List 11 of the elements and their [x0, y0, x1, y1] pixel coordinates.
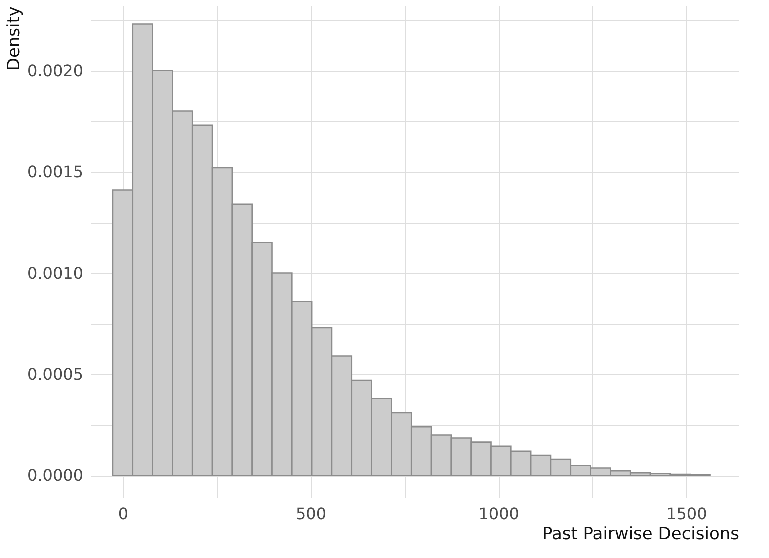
- y-tick-label: 0.0005: [28, 364, 84, 384]
- y-tick-label: 0.0000: [28, 466, 84, 486]
- y-tick-label: 0.0020: [28, 61, 84, 80]
- x-axis-title: Past Pairwise Decisions: [542, 524, 740, 544]
- y-tick-label: 0.0010: [28, 264, 84, 283]
- y-tick-label: 0.0015: [28, 162, 84, 182]
- x-tick-label: 500: [296, 504, 327, 524]
- x-tick-label: 1000: [478, 504, 520, 524]
- x-tick-label: 0: [118, 504, 129, 524]
- y-axis-title: Density: [4, 6, 25, 72]
- x-tick-label: 1500: [666, 504, 708, 524]
